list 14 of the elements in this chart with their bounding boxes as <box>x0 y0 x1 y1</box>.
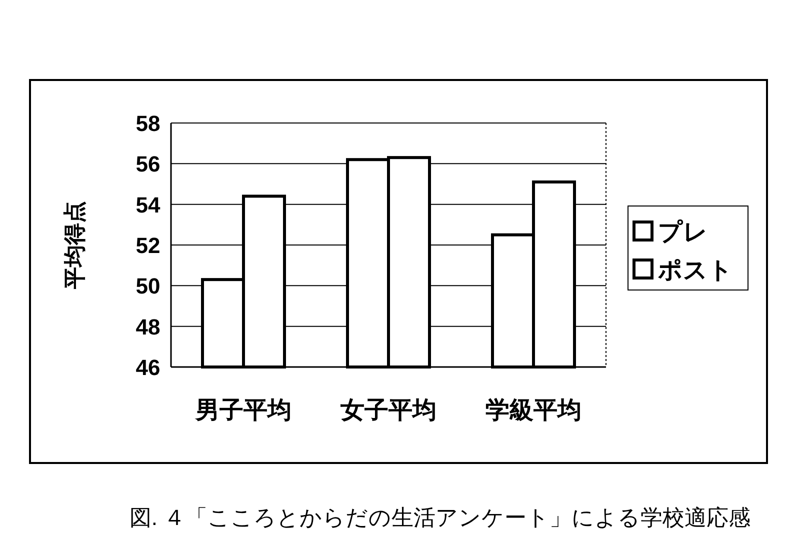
x-tick-label: 女子平均 <box>340 397 436 424</box>
y-tick-label: 50 <box>136 274 160 299</box>
y-axis-title: 平均得点 <box>62 201 87 290</box>
y-tick-label: 48 <box>136 314 160 340</box>
y-tick-label: 56 <box>136 152 160 177</box>
x-tick-label: 男子平均 <box>194 397 292 424</box>
y-tick-label: 58 <box>136 111 160 136</box>
y-tick-label: 46 <box>136 355 160 380</box>
y-tick-label: 52 <box>136 233 160 258</box>
legend-label: ポスト <box>657 257 733 284</box>
legend-label: プレ <box>658 219 708 246</box>
text: 図. ４「こころとからだの生活アンケート」による学校適応感 <box>129 505 751 530</box>
y-tick-label: 54 <box>136 192 161 218</box>
x-tick-label: 学級平均 <box>486 397 582 424</box>
